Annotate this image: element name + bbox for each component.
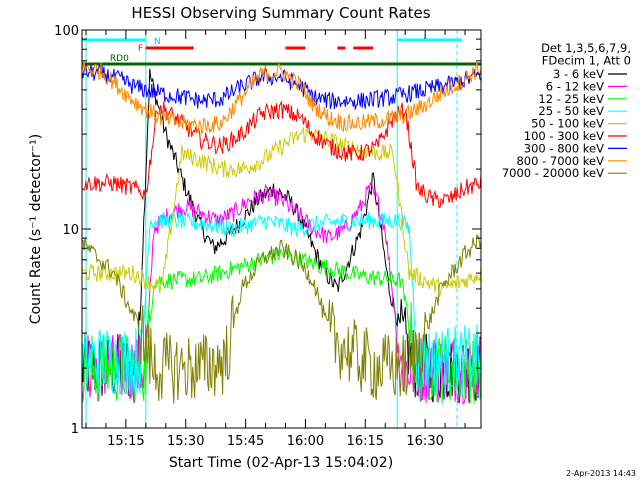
x-axis-label: Start Time (02-Apr-13 15:04:02) — [169, 455, 393, 471]
legend-entry-label: 7000 - 20000 keV — [502, 166, 604, 180]
y-tick-label: 100 — [54, 24, 79, 39]
x-tick-label: 15:45 — [227, 434, 264, 449]
legend-entry-label: 100 - 300 keV — [524, 129, 604, 143]
y-tick-label: 1 — [71, 422, 79, 437]
legend-header: Det 1,3,5,6,7,9, — [541, 41, 631, 55]
legend-entry-label: 6 - 12 keV — [546, 79, 604, 93]
timestamp: 2-Apr-2013 14:43 — [566, 469, 636, 478]
legend-entry-label: 25 - 50 keV — [538, 104, 604, 118]
series-line — [81, 182, 482, 406]
legend-entry-label: 12 - 25 keV — [538, 92, 604, 106]
legend-entry-label: 800 - 7000 keV — [516, 154, 604, 168]
y-axis-label: Count Rate (s⁻¹ detector⁻¹) — [28, 134, 44, 324]
chart-title: HESSI Observing Summary Count Rates — [131, 4, 430, 22]
flag-label: RD0 — [110, 54, 129, 64]
flag-label: F — [138, 44, 143, 54]
series-line — [81, 126, 482, 299]
flag-label: N — [154, 37, 161, 47]
y-axis: 1 10 100 — [54, 24, 481, 437]
series-layer — [81, 60, 482, 406]
legend: Det 1,3,5,6,7,9,FDecim 1, Att 03 - 6 keV… — [502, 41, 631, 180]
x-tick-label: 16:15 — [347, 434, 384, 449]
legend-entry-label: 3 - 6 keV — [553, 67, 604, 81]
x-tick-label: 15:30 — [167, 434, 204, 449]
series-line — [81, 211, 482, 396]
series-line — [81, 63, 482, 110]
legend-header: FDecim 1, Att 0 — [542, 54, 631, 68]
series-line — [81, 60, 482, 135]
x-tick-label: 16:30 — [406, 434, 443, 449]
y-tick-label: 10 — [62, 223, 79, 238]
series-line — [81, 101, 482, 208]
legend-entry-label: 300 - 800 keV — [524, 141, 604, 155]
legend-entry-label: 50 - 100 keV — [531, 117, 604, 131]
x-tick-label: 16:00 — [287, 434, 324, 449]
x-axis: 15:15 15:30 15:45 16:00 16:15 16:30 — [85, 30, 466, 449]
x-tick-label: 15:15 — [107, 434, 144, 449]
flag-layer: RD0 N F — [82, 30, 481, 428]
series-line — [81, 233, 482, 404]
